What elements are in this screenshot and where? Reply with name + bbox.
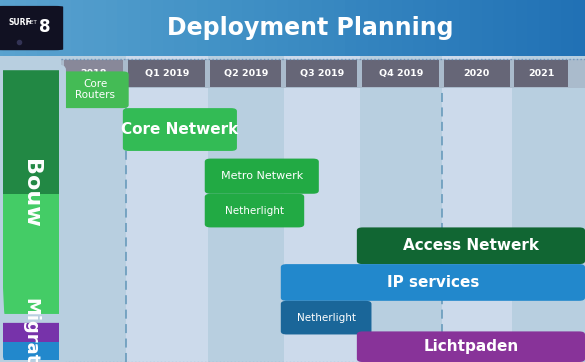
Text: 2018: 2018 — [80, 69, 107, 78]
Text: Q2 2019: Q2 2019 — [223, 69, 268, 78]
FancyBboxPatch shape — [357, 227, 585, 264]
Bar — [3, 70, 58, 194]
FancyBboxPatch shape — [205, 194, 304, 227]
FancyBboxPatch shape — [0, 6, 63, 50]
Text: SURF: SURF — [9, 18, 32, 27]
Text: 2021: 2021 — [528, 69, 555, 78]
Text: Q1 2019: Q1 2019 — [144, 69, 189, 78]
Text: Netherlight: Netherlight — [225, 206, 284, 216]
FancyBboxPatch shape — [61, 71, 129, 108]
Bar — [128, 60, 205, 87]
Text: Q4 2019: Q4 2019 — [378, 69, 423, 78]
Bar — [442, 56, 512, 362]
Bar — [286, 60, 357, 87]
FancyBboxPatch shape — [205, 159, 319, 194]
Text: IP services: IP services — [387, 275, 479, 290]
Text: Bouw: Bouw — [20, 159, 41, 228]
Text: 2020: 2020 — [464, 69, 490, 78]
Text: Q3 2019: Q3 2019 — [300, 69, 344, 78]
Text: NET: NET — [26, 20, 37, 25]
FancyBboxPatch shape — [357, 332, 585, 362]
Text: Core Netwerk: Core Netwerk — [121, 122, 239, 137]
Bar — [362, 60, 439, 87]
FancyBboxPatch shape — [281, 301, 371, 334]
Bar — [284, 56, 360, 362]
FancyBboxPatch shape — [123, 108, 237, 151]
Text: Access Netwerk: Access Netwerk — [403, 238, 539, 253]
Bar — [444, 60, 510, 87]
Text: Lichtpaden: Lichtpaden — [424, 339, 518, 354]
Bar — [3, 319, 58, 342]
FancyBboxPatch shape — [281, 264, 585, 301]
Text: Migratie: Migratie — [22, 298, 40, 362]
Text: Netherlight: Netherlight — [297, 313, 356, 323]
Text: 8: 8 — [39, 18, 51, 36]
Text: 33cc66: 33cc66 — [30, 191, 31, 196]
Bar — [126, 56, 208, 362]
Text: Deployment Planning: Deployment Planning — [167, 16, 453, 40]
Text: Core
Routers: Core Routers — [75, 79, 115, 100]
Bar — [3, 342, 58, 361]
Bar — [210, 60, 281, 87]
Bar — [61, 59, 585, 88]
Bar — [64, 60, 123, 87]
Bar — [3, 194, 58, 317]
Text: Metro Netwerk: Metro Netwerk — [221, 171, 303, 181]
Bar — [514, 60, 568, 87]
